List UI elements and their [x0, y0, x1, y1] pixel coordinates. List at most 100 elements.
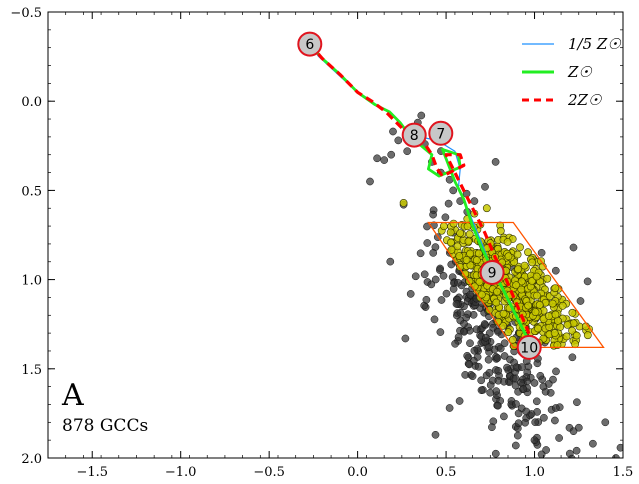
scatter-point-gray	[521, 418, 529, 427]
scatter-point-gray	[460, 319, 468, 328]
scatter-point-yellow	[455, 252, 464, 260]
scatter-point-gray	[491, 158, 500, 166]
scatter-point-gray	[496, 344, 505, 353]
scatter-point-gray	[436, 328, 445, 336]
y-tick-label: −0.5	[10, 6, 42, 21]
scatter-point-gray	[445, 404, 454, 412]
scatter-point-gray	[552, 367, 560, 376]
scatter-point-gray	[539, 382, 548, 391]
scatter-point-gray	[469, 310, 478, 319]
age-marker-10	[516, 334, 542, 360]
scatter-point-gray	[477, 376, 486, 385]
age-marker-8	[401, 122, 427, 148]
scatter-point-yellow	[528, 258, 536, 267]
scatter-point-gray	[555, 434, 563, 442]
scatter-point-gray	[477, 386, 486, 395]
age-marker-7	[428, 120, 454, 146]
scatter-point-gray	[537, 450, 546, 458]
scatter-point-gray	[427, 280, 436, 289]
scatter-point-gray	[403, 147, 412, 156]
scatter-point-gray	[500, 377, 508, 386]
age-marker-9	[479, 260, 505, 285]
scatter-point-gray	[522, 407, 531, 416]
scatter-point-gray	[530, 436, 539, 445]
scatter-point-gray	[494, 327, 502, 336]
scatter-point-yellow	[508, 335, 517, 344]
scatter-point-yellow	[447, 245, 456, 254]
scatter-point-gray	[485, 343, 493, 352]
scatter-point-yellow	[543, 274, 552, 283]
scatter-point-gray	[488, 376, 497, 385]
scatter-point-gray	[461, 371, 470, 379]
scatter-point-yellow	[551, 310, 560, 319]
scatter-point-yellow	[550, 329, 559, 337]
plot-frame	[47, 11, 624, 459]
scatter-point-yellow	[496, 226, 505, 235]
scatter-point-gray	[574, 423, 583, 432]
scatter-point-gray	[394, 136, 403, 145]
y-tick-label: 0.0	[21, 95, 42, 110]
scatter-point-gray	[439, 271, 448, 280]
scatter-point-gray	[429, 210, 437, 219]
scatter-point-gray	[454, 333, 463, 341]
scatter-point-gray	[431, 275, 440, 284]
scatter-point-yellow	[513, 250, 522, 259]
scatter-point-gray	[366, 177, 374, 186]
scatter-point-gray	[373, 154, 381, 163]
age-marker-label-6: 6	[305, 37, 314, 53]
scatter-point-gray	[500, 352, 509, 360]
legend-label-2: 2Z☉	[567, 91, 602, 109]
scatter-point-gray	[468, 372, 477, 381]
scatter-point-yellow	[534, 324, 542, 333]
scatter-point-gray	[573, 398, 581, 407]
scatter-point-gray	[482, 333, 490, 342]
scatter-point-gray	[589, 439, 597, 448]
scatter-point-gray	[493, 354, 502, 362]
scatter-point-gray	[472, 325, 481, 334]
scatter-point-yellow	[531, 308, 540, 316]
scatter-point-yellow	[453, 242, 462, 251]
scatter-point-yellow	[492, 298, 501, 307]
scatter-point-yellow	[504, 328, 513, 337]
legend-label-0: 1/5 Z☉	[568, 35, 621, 53]
scatter-point-yellow	[449, 219, 458, 228]
scatter-point-yellow	[463, 222, 472, 231]
scatter-point-gray	[500, 412, 508, 421]
age-marker-label-7: 7	[436, 126, 445, 142]
scatter-point-yellow	[563, 320, 572, 329]
scatter-point-gray	[503, 363, 511, 372]
scatter-point-yellow	[465, 230, 474, 239]
age-marker-label-10: 10	[520, 340, 538, 356]
scatter-point-gray	[470, 197, 479, 205]
scatter-point-yellow	[524, 301, 533, 310]
scatter-point-gray	[513, 431, 522, 440]
scatter-point-gray	[422, 295, 431, 304]
scatter-point-gray	[420, 270, 429, 279]
scatter-point-gray	[429, 249, 438, 257]
scatter-point-gray	[519, 385, 528, 393]
y-tick-label: 2.0	[21, 452, 42, 467]
scatter-point-gray	[454, 278, 462, 287]
scatter-point-gray	[616, 443, 623, 452]
scatter-point-yellow	[446, 238, 455, 247]
scatter-point-gray	[485, 368, 494, 377]
scatter-point-yellow	[466, 261, 475, 270]
scatter-point-gray	[441, 213, 450, 222]
scatter-point-gray	[551, 404, 560, 412]
scatter-point-yellow	[562, 332, 571, 341]
age-marker-label-8: 8	[410, 128, 419, 144]
scatter-point-gray	[380, 156, 389, 164]
scatter-point-yellow	[545, 312, 553, 320]
scatter-point-gray	[514, 419, 523, 428]
scatter-point-gray	[480, 320, 489, 328]
scatter-point-yellow	[535, 300, 544, 309]
scatter-point-yellow	[462, 255, 471, 264]
scatter-point-gray	[494, 366, 503, 375]
scatter-point-yellow	[399, 198, 408, 207]
scatter-point-yellow	[520, 261, 529, 270]
scatter-point-yellow	[551, 284, 560, 292]
x-tick-label: 0.0	[347, 465, 368, 480]
scatter-point-gray	[431, 430, 440, 439]
selection-box	[427, 221, 605, 349]
scatter-point-gray	[444, 199, 453, 208]
